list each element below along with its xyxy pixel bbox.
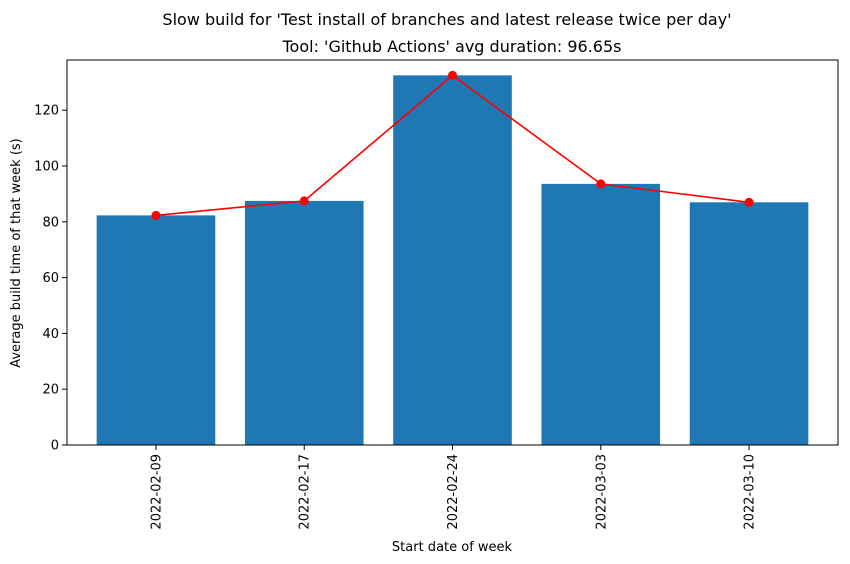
y-tick-label: 100 (34, 160, 59, 175)
bar-2022-02-09 (96, 215, 216, 445)
x-axis-label: Start date of week (392, 540, 513, 555)
x-tick-label: 2022-03-10 (743, 454, 758, 530)
y-tick-label: 20 (42, 383, 59, 398)
bar-2022-02-17 (244, 200, 364, 445)
x-axis: 2022-02-09 2022-02-17 2022-02-24 2022-03-03… (149, 445, 758, 530)
y-tick-label: 40 (42, 327, 59, 342)
x-tick-label: 2022-03-03 (594, 454, 609, 530)
bar-2022-02-24 (393, 75, 512, 445)
y-tick-label: 60 (42, 271, 59, 286)
plot-area (66, 59, 839, 446)
chart-suptitle: Slow build for 'Test install of branches… (162, 10, 731, 29)
line-point-2022-02-24 (448, 70, 457, 80)
bar-2022-03-03 (541, 183, 661, 445)
y-tick-label: 0 (51, 439, 59, 454)
line-point-2022-03-10 (744, 197, 754, 207)
bar-2022-03-10 (689, 202, 809, 445)
line-point-2022-02-09 (151, 210, 161, 220)
chart-title: Tool: 'Github Actions' avg duration: 96.… (282, 37, 622, 56)
x-tick-label: 2022-02-09 (149, 454, 164, 530)
line-point-2022-02-17 (299, 196, 309, 206)
y-axis: 0 20 40 60 80 100 120 (34, 104, 67, 454)
y-tick-label: 80 (42, 215, 59, 230)
y-axis-label: Average build time of that week (s) (9, 138, 24, 368)
y-tick-label: 120 (34, 104, 59, 119)
x-tick-label: 2022-02-24 (446, 454, 461, 530)
x-tick-label: 2022-02-17 (298, 454, 313, 530)
line-point-2022-03-03 (596, 179, 606, 189)
